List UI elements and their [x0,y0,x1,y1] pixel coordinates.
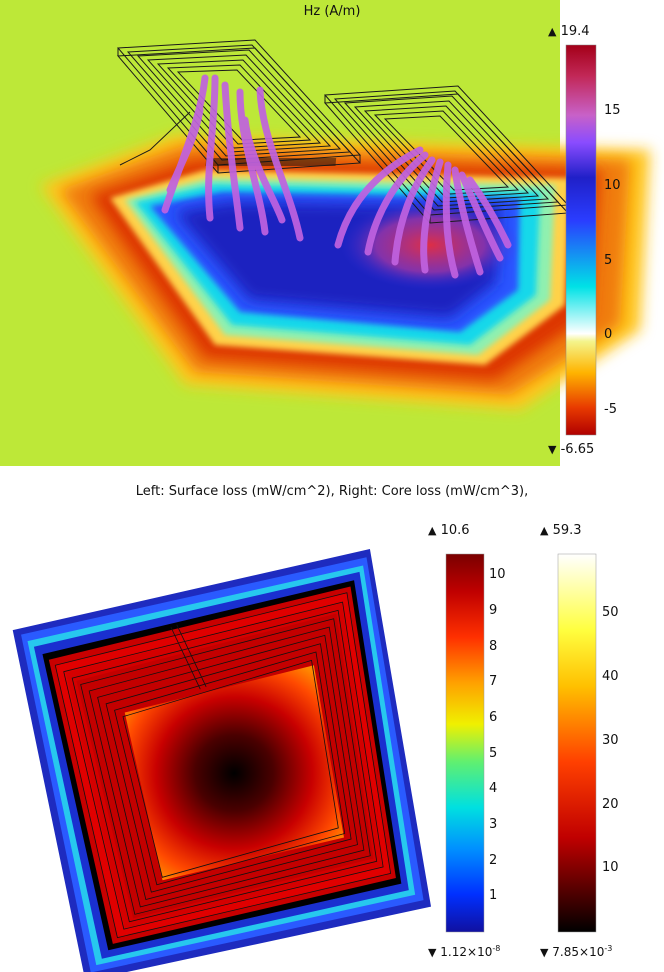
surface-colorbar-max: ▲ 10.6 [428,523,470,538]
up-arrow-icon: ▲ [548,25,557,38]
up-arrow-icon: ▲ [540,524,549,537]
colorbar-tick-label: 8 [489,638,498,654]
colorbar-tick-label: 40 [602,669,619,685]
hz-colorbar [565,44,597,436]
down-arrow-icon: ▼ [540,946,549,959]
core-loss-colorbar [557,553,597,933]
field-plot-panel: Hz (A/m) ▲ 19.4 ▼ -6.65 15 10 5 0 -5 [0,0,664,466]
colorbar-tick-label: 4 [489,781,498,797]
down-arrow-icon: ▼ [428,946,437,959]
down-arrow-icon: ▼ [548,443,557,456]
colorbar-tick-label: 50 [602,605,619,621]
loss-plot-panel: Left: Surface loss (mW/cm^2), Right: Cor… [0,466,664,972]
flux-streamlines [161,74,512,279]
surface-colorbar-min: ▼ 1.12×10-8 [428,944,501,959]
colorbar-tick-label: 9 [489,603,498,619]
field-plot-title: Hz (A/m) [303,4,361,19]
field-plot-svg [0,0,650,466]
loss-map [12,549,432,972]
colorbar-tick-label: 0 [604,327,613,343]
left-coil [116,39,362,174]
colorbar-tick-label: 3 [489,817,498,833]
colorbar-tick-label: 15 [604,102,621,118]
colorbar-tick-label: 20 [602,796,619,812]
colorbar-tick-label: 2 [489,852,498,868]
colorbar-tick-label: 7 [489,674,498,690]
colorbar-tick-label: 1 [489,888,498,904]
colorbar-tick-label: 6 [489,710,498,726]
surface-loss-colorbar [445,553,485,933]
core-colorbar-min: ▼ 7.85×10-3 [540,944,613,959]
colorbar-tick-label: 30 [602,732,619,748]
colorbar-tick-label: 10 [602,860,619,876]
colorbar-tick-label: 5 [489,745,498,761]
loss-plot-title: Left: Surface loss (mW/cm^2), Right: Cor… [135,484,529,499]
hz-colorbar-min: ▼ -6.65 [548,442,595,457]
loss-plot-svg [12,549,597,972]
winding-lines [54,592,392,939]
core-colorbar-max: ▲ 59.3 [540,523,582,538]
colorbar-tick-label: -5 [604,402,617,418]
hz-colorbar-max: ▲ 19.4 [548,24,590,39]
up-arrow-icon: ▲ [428,524,437,537]
colorbar-tick-label: 10 [604,177,621,193]
colorbar-tick-label: 10 [489,567,506,583]
colorbar-tick-label: 5 [604,252,613,268]
